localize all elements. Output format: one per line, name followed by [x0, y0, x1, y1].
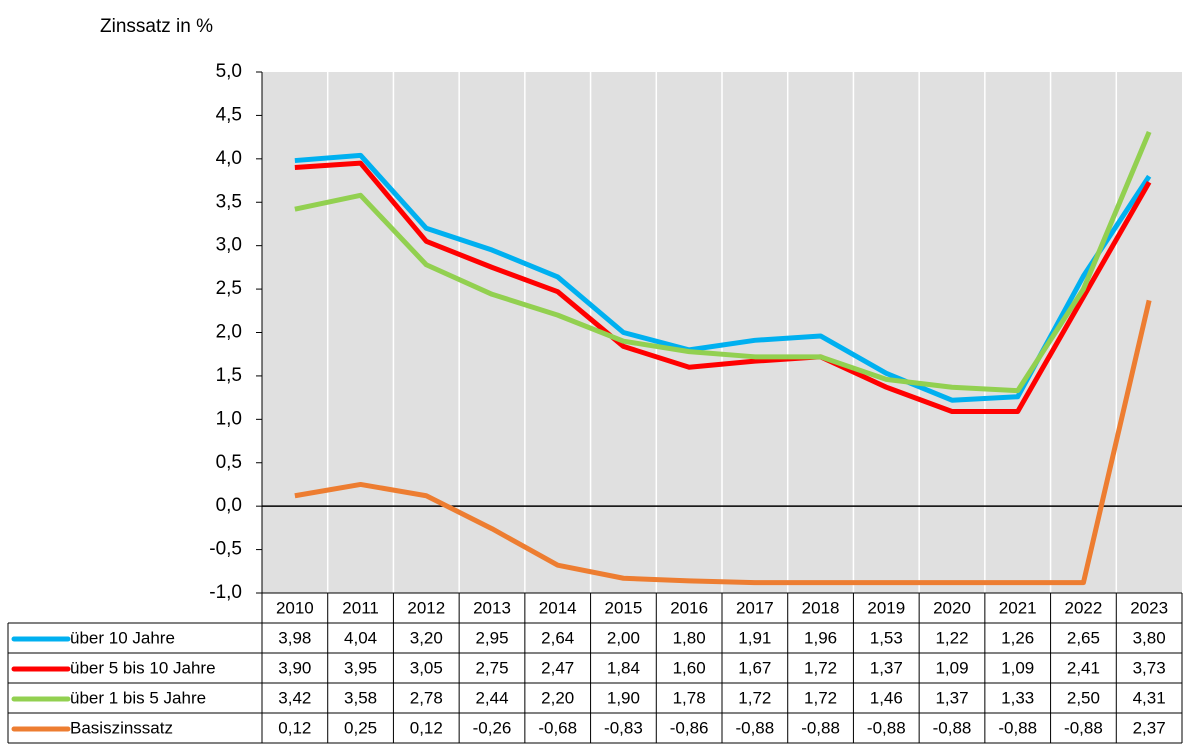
x-tick-label: 2013	[473, 598, 511, 617]
table-value: 1,90	[607, 688, 640, 707]
table-value: 1,67	[738, 658, 771, 677]
y-tick-label: 4,0	[216, 148, 242, 169]
table-value: 1,53	[870, 628, 903, 647]
table-value: 3,98	[278, 628, 311, 647]
table-value: 1,60	[673, 658, 706, 677]
table-value: -0,88	[867, 718, 906, 737]
y-tick-label: 4,5	[216, 104, 242, 125]
table-value: 1,72	[738, 688, 771, 707]
x-tick-label: 2018	[802, 598, 840, 617]
legend-label: Basiszinssatz	[70, 718, 173, 737]
table-value: 3,95	[344, 658, 377, 677]
x-tick-label: 2015	[605, 598, 643, 617]
table-value: 2,65	[1067, 628, 1100, 647]
x-tick-label: 2010	[276, 598, 314, 617]
table-value: -0,88	[1064, 718, 1103, 737]
table-value: 4,31	[1133, 688, 1166, 707]
x-tick-label: 2023	[1130, 598, 1168, 617]
table-value: 1,72	[804, 688, 837, 707]
table-value: -0,88	[735, 718, 774, 737]
x-tick-label: 2019	[867, 598, 905, 617]
y-tick-label: 3,5	[216, 191, 242, 212]
series-line	[294, 130, 1152, 394]
table-value: 3,90	[278, 658, 311, 677]
y-tick-label: -0,5	[209, 539, 242, 560]
table-value: 2,20	[541, 688, 574, 707]
table-value: 1,96	[804, 628, 837, 647]
x-tick-label: 2014	[539, 598, 577, 617]
y-tick-label: 2,5	[216, 278, 242, 299]
table-value: 4,04	[344, 628, 377, 647]
table-value: 1,84	[607, 658, 640, 677]
table-value: 2,41	[1067, 658, 1100, 677]
table-value: 3,80	[1133, 628, 1166, 647]
table-value: 1,46	[870, 688, 903, 707]
table-value: 2,37	[1133, 718, 1166, 737]
table-value: 1,37	[870, 658, 903, 677]
table-value: -0,86	[670, 718, 709, 737]
table-value: 3,73	[1133, 658, 1166, 677]
table-value: 3,20	[410, 628, 443, 647]
x-tick-label: 2017	[736, 598, 774, 617]
x-tick-label: 2022	[1065, 598, 1103, 617]
series-line	[294, 160, 1152, 415]
table-value: -0,83	[604, 718, 643, 737]
y-tick-label: 2,0	[216, 322, 242, 343]
table-value: 1,72	[804, 658, 837, 677]
y-tick-label: 3,0	[216, 235, 242, 256]
table-value: 2,44	[475, 688, 508, 707]
series-line	[294, 152, 1152, 403]
table-value: -0,68	[538, 718, 577, 737]
series-line	[294, 299, 1152, 586]
table-value: 3,05	[410, 658, 443, 677]
legend-label: über 1 bis 5 Jahre	[70, 688, 206, 707]
table-value: 1,78	[673, 688, 706, 707]
table-value: 0,12	[278, 718, 311, 737]
table-value: -0,88	[998, 718, 1037, 737]
x-tick-label: 2016	[670, 598, 708, 617]
table-value: 2,00	[607, 628, 640, 647]
y-axis-label: Zinssatz in %	[100, 16, 213, 37]
x-tick-label: 2020	[933, 598, 971, 617]
table-value: 1,33	[1001, 688, 1034, 707]
y-tick-label: 0,5	[216, 452, 242, 473]
table-value: 2,75	[475, 658, 508, 677]
table-value: 2,78	[410, 688, 443, 707]
legend-label: über 5 bis 10 Jahre	[70, 658, 216, 677]
y-tick-label: -1,0	[209, 582, 242, 603]
y-tick-label: 1,5	[216, 365, 242, 386]
y-tick-label: 0,0	[216, 495, 242, 516]
table-value: -0,88	[801, 718, 840, 737]
y-tick-label: 5,0	[216, 61, 242, 82]
table-value: -0,88	[933, 718, 972, 737]
table-value: -0,26	[473, 718, 512, 737]
legend-label: über 10 Jahre	[70, 628, 175, 647]
x-tick-label: 2021	[999, 598, 1037, 617]
x-tick-label: 2011	[342, 598, 379, 617]
table-value: 0,25	[344, 718, 377, 737]
x-tick-label: 2012	[407, 598, 445, 617]
table-value: 1,37	[935, 688, 968, 707]
y-tick-label: 1,0	[216, 408, 242, 429]
table-value: 2,95	[475, 628, 508, 647]
table-value: 1,09	[935, 658, 968, 677]
table-value: 1,22	[935, 628, 968, 647]
table-value: 1,80	[673, 628, 706, 647]
table-value: 2,50	[1067, 688, 1100, 707]
table-value: 1,91	[738, 628, 771, 647]
table-value: 2,47	[541, 658, 574, 677]
table-value: 3,58	[344, 688, 377, 707]
table-value: 1,09	[1001, 658, 1034, 677]
table-value: 2,64	[541, 628, 574, 647]
table-value: 1,26	[1001, 628, 1034, 647]
table-value: 3,42	[278, 688, 311, 707]
table-value: 0,12	[410, 718, 443, 737]
